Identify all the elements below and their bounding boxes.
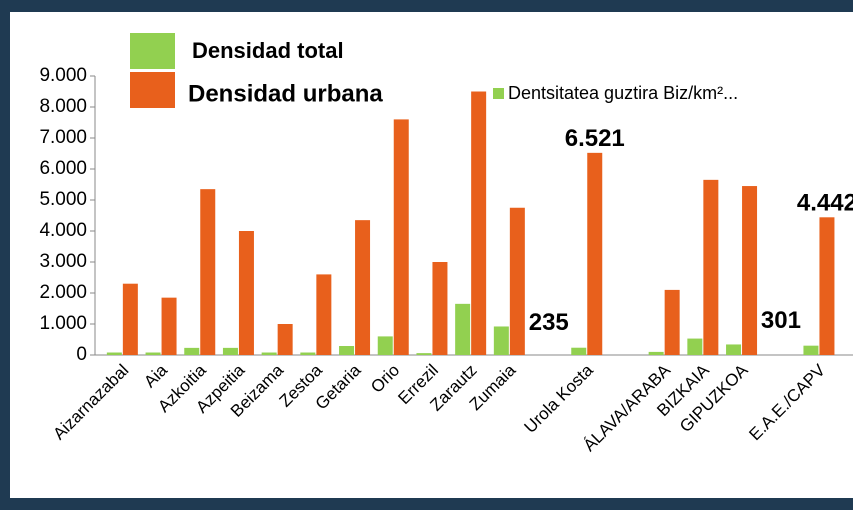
bar <box>355 220 371 355</box>
bar <box>819 217 835 355</box>
y-tick-label: 1.000 <box>39 313 87 334</box>
bar <box>222 347 238 355</box>
y-tick-label: 5.000 <box>39 189 87 210</box>
bar <box>393 119 409 356</box>
bar <box>803 345 819 355</box>
bar <box>238 231 254 355</box>
legend-label: Dentsitatea guztira Biz/km²... <box>508 83 738 103</box>
legend-swatch <box>130 72 175 108</box>
bar <box>184 347 200 355</box>
bar <box>742 186 758 355</box>
bar <box>261 352 277 355</box>
value-label: 6.521 <box>565 125 625 152</box>
y-tick-label: 7.000 <box>39 127 87 148</box>
y-tick-label: 0 <box>76 344 87 365</box>
bar <box>726 344 742 355</box>
bar <box>339 346 355 355</box>
bar <box>687 338 703 355</box>
bar <box>300 352 316 355</box>
bar <box>432 262 448 355</box>
legend-swatch <box>493 88 504 99</box>
bar <box>145 352 161 355</box>
bar <box>416 353 432 355</box>
bar <box>106 352 122 355</box>
bar <box>509 207 525 355</box>
legend-label: Densidad total <box>192 38 344 63</box>
bar <box>648 351 664 355</box>
bar <box>122 283 138 355</box>
legend-swatch <box>130 33 175 69</box>
value-label: 235 <box>529 309 569 336</box>
value-label: 4.442 <box>797 190 853 217</box>
bar <box>161 297 177 355</box>
y-tick-label: 3.000 <box>39 251 87 272</box>
bar <box>587 152 603 355</box>
value-label: 301 <box>761 307 801 334</box>
y-tick-label: 8.000 <box>39 96 87 117</box>
bar <box>493 326 509 355</box>
y-tick-label: 9.000 <box>39 65 87 86</box>
bar <box>277 324 293 355</box>
bar <box>664 289 680 355</box>
bar <box>200 189 216 355</box>
bar <box>377 336 393 355</box>
y-tick-label: 6.000 <box>39 158 87 179</box>
y-tick-label: 4.000 <box>39 220 87 241</box>
bar <box>455 303 471 355</box>
bar <box>316 274 332 355</box>
legend-label: Densidad urbana <box>188 80 383 107</box>
y-tick-label: 2.000 <box>39 282 87 303</box>
bar <box>571 347 587 355</box>
bar <box>471 91 487 355</box>
bar <box>703 179 719 355</box>
